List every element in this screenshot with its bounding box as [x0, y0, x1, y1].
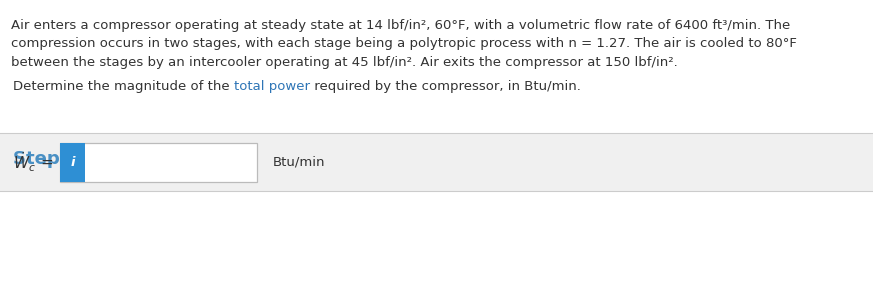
Text: between the stages by an intercooler operating at 45 lbf/in². Air exits the comp: between the stages by an intercooler ope… — [11, 56, 678, 69]
FancyBboxPatch shape — [60, 142, 257, 182]
Text: =: = — [40, 155, 53, 170]
Bar — [0, 133, 873, 191]
Text: compression occurs in two stages, with each stage being a polytropic process wit: compression occurs in two stages, with e… — [11, 37, 797, 50]
Text: total power: total power — [234, 80, 310, 93]
Text: i: i — [70, 156, 74, 169]
Text: Btu/min: Btu/min — [272, 156, 325, 169]
Text: Step 1: Step 1 — [13, 150, 79, 168]
Text: $\dot{W}_c$: $\dot{W}_c$ — [13, 151, 36, 174]
Text: Determine the magnitude of the: Determine the magnitude of the — [13, 80, 234, 93]
Text: required by the compressor, in Btu/min.: required by the compressor, in Btu/min. — [310, 80, 581, 93]
FancyBboxPatch shape — [60, 142, 85, 182]
Text: Air enters a compressor operating at steady state at 14 lbf/in², 60°F, with a vo: Air enters a compressor operating at ste… — [11, 19, 791, 32]
